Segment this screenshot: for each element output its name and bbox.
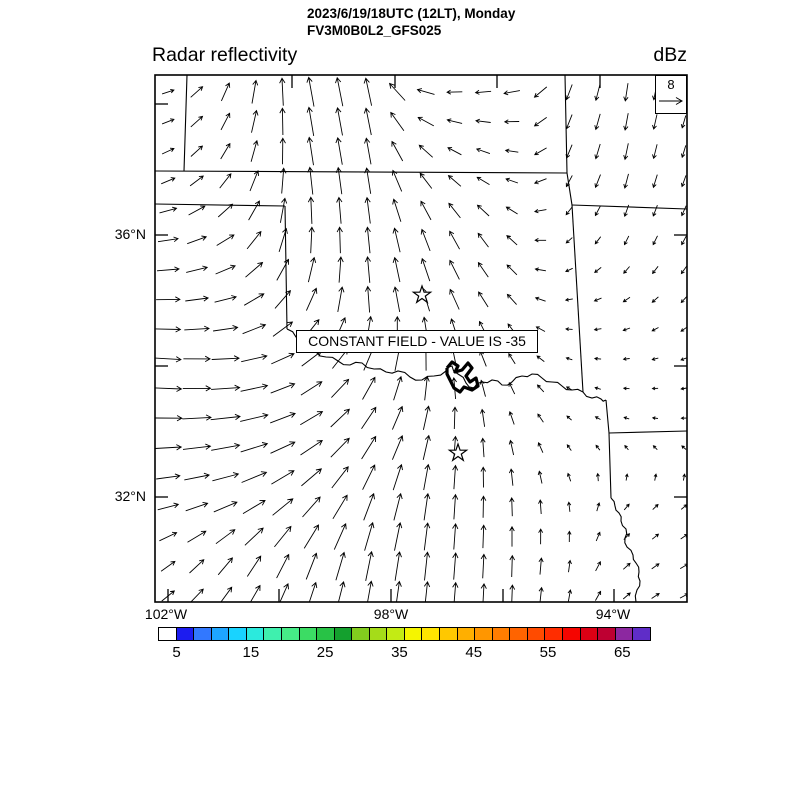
colorbar-tick-label: 45	[465, 644, 483, 661]
colorbar-cell	[491, 627, 511, 641]
colorbar-cell	[333, 627, 353, 641]
colorbar-tick-label: 25	[316, 644, 334, 661]
colorbar-cell	[368, 627, 388, 641]
state-borders	[154, 74, 688, 499]
colorbar-cell	[544, 627, 563, 641]
colorbar-cell	[193, 627, 212, 641]
colorbar-cell	[597, 627, 616, 641]
lon-axis-label: 94°W	[595, 606, 631, 622]
wind-reference-value: 8	[667, 77, 675, 92]
colorbar-tick-label: 65	[613, 644, 631, 661]
wind-reference-legend: 8	[655, 75, 687, 114]
colorbar-cell	[421, 627, 440, 641]
colorbar-cell	[386, 627, 405, 641]
state-border-line	[284, 205, 288, 330]
star-marker	[411, 284, 433, 304]
colorbar-cell	[579, 627, 599, 641]
colorbar-tick-label: 35	[391, 644, 408, 661]
lat-axis-label: 32°N	[114, 488, 146, 504]
colorbar-cell	[280, 627, 300, 641]
colorbar-cell	[158, 627, 177, 641]
colorbar-cell	[263, 627, 282, 641]
colorbar-cell	[439, 627, 458, 641]
state-border-line	[605, 399, 612, 499]
state-border-line	[183, 74, 188, 172]
colorbar-cell	[474, 627, 493, 641]
colorbar-cell	[228, 627, 247, 641]
colorbar-cell	[210, 627, 230, 641]
units-label: dBz	[653, 44, 687, 66]
colorbar-tick-label: 55	[539, 644, 557, 661]
map-frame	[154, 74, 688, 603]
lat-axis-label: 36°N	[114, 226, 146, 242]
colorbar-cell	[403, 627, 423, 641]
red-river	[286, 328, 607, 402]
colorbar-cell	[175, 627, 195, 641]
colorbar-cell	[245, 627, 265, 641]
axis-ticks	[155, 75, 687, 602]
colorbar-cell	[316, 627, 335, 641]
colorbar-cell	[614, 627, 634, 641]
constant-field-annotation: CONSTANT FIELD - VALUE IS -35	[296, 330, 538, 353]
wind-reference-arrow-icon	[659, 97, 683, 105]
lon-axis-label: 98°W	[373, 606, 409, 622]
lon-axis-label: 102°W	[144, 606, 188, 622]
colorbar-cell	[298, 627, 318, 641]
colorbar-cell	[526, 627, 546, 641]
plot-title: 2023/6/19/18UTC (12LT), Monday FV3M0B0L2…	[307, 6, 515, 39]
state-border-line	[154, 170, 568, 174]
wind-vector-field	[155, 76, 687, 602]
star-marker	[447, 442, 469, 462]
wind-arrows	[155, 76, 687, 602]
colorbar-cell	[456, 627, 476, 641]
valid-time-title: 2023/6/19/18UTC (12LT), Monday	[307, 6, 516, 21]
colorbar-cell	[561, 627, 581, 641]
sabine-river	[610, 497, 641, 603]
colorbar-tick-label: 15	[242, 644, 260, 661]
colorbar-cell	[351, 627, 370, 641]
state-border-line	[564, 74, 573, 206]
colorbar	[158, 627, 651, 641]
colorbar-tick-label: 5	[172, 644, 181, 661]
colorbar-cell	[632, 627, 651, 641]
model-title: FV3M0B0L2_GFS025	[307, 22, 442, 38]
state-border-line	[154, 203, 286, 207]
state-border-line	[571, 204, 584, 393]
state-border-line	[608, 430, 688, 434]
field-label: Radar reflectivity	[152, 44, 298, 66]
lake-texoma	[445, 360, 480, 394]
colorbar-cell	[509, 627, 528, 641]
state-border-line	[571, 204, 688, 210]
